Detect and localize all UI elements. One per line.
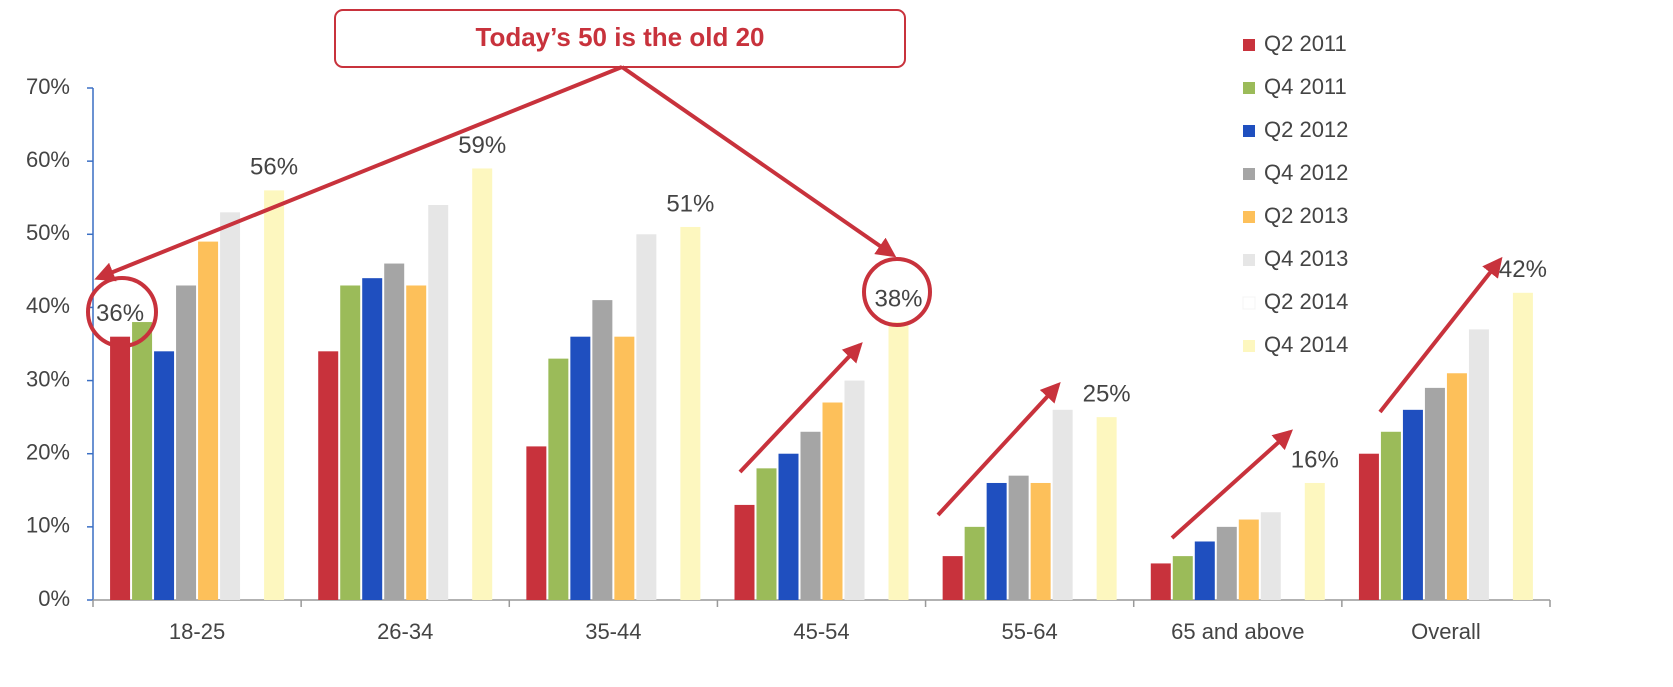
bar: [1468, 329, 1489, 600]
annotation: Today’s 50 is the old 20: [476, 22, 765, 52]
bar: [1052, 409, 1073, 600]
y-tick-label: 50%: [26, 220, 70, 245]
bar: [526, 446, 547, 600]
bar: [548, 358, 569, 600]
bar: [570, 336, 591, 600]
y-tick-label: 60%: [26, 147, 70, 172]
bar: [1446, 373, 1467, 600]
bar: [1260, 512, 1281, 600]
x-tick-label: 55-64: [1002, 619, 1058, 644]
x-tick-label: 35-44: [585, 619, 641, 644]
x-tick-label: 65 and above: [1171, 619, 1304, 644]
bar: [1008, 475, 1029, 600]
value-label: 25%: [1083, 380, 1131, 407]
bar: [942, 556, 963, 600]
bar: [1172, 556, 1193, 600]
bar: [220, 212, 241, 601]
bar: [1150, 563, 1171, 600]
y-tick-label: 40%: [26, 293, 70, 318]
bar: [1512, 292, 1533, 600]
legend-label: Q2 2014: [1264, 289, 1348, 314]
bar: [1402, 409, 1423, 600]
bar: [1194, 541, 1215, 600]
bar: [340, 285, 361, 600]
bar: [800, 431, 821, 600]
value-label: 42%: [1499, 256, 1547, 283]
bar: [198, 241, 219, 600]
legend-label: Q2 2013: [1264, 203, 1348, 228]
legend-label: Q4 2013: [1264, 246, 1348, 271]
bar: [318, 351, 339, 600]
bar: [1216, 526, 1237, 600]
value-label: 56%: [250, 154, 298, 181]
bar: [986, 482, 1007, 600]
bar: [1358, 453, 1379, 600]
legend-label: Q4 2012: [1264, 160, 1348, 185]
value-label: 51%: [666, 190, 714, 217]
legend-swatch: [1243, 125, 1255, 137]
legend-swatch: [1243, 168, 1255, 180]
bar: [176, 285, 197, 600]
bar: [472, 168, 493, 600]
x-tick-label: 26-34: [377, 619, 433, 644]
bar: [756, 468, 777, 600]
bar: [110, 336, 131, 600]
bar: [154, 351, 175, 600]
arrows: [86, 65, 1503, 540]
bar: [636, 234, 657, 601]
y-tick-label: 20%: [26, 440, 70, 465]
value-label: 38%: [874, 285, 922, 312]
bar: [264, 190, 285, 600]
bar: [362, 278, 383, 600]
bar: [1238, 519, 1259, 600]
bar: [778, 453, 799, 600]
x-tick-label: 18-25: [169, 619, 225, 644]
bar: [1424, 387, 1445, 600]
y-tick-label: 30%: [26, 366, 70, 391]
bar: [384, 263, 405, 600]
bar: [822, 402, 843, 600]
legend-label: Q4 2014: [1264, 332, 1348, 357]
legend-label: Q2 2011: [1264, 31, 1347, 56]
y-tick-label: 70%: [26, 74, 70, 99]
bar: [964, 526, 985, 600]
value-label: 16%: [1291, 446, 1339, 473]
value-label: 59%: [458, 132, 506, 159]
y-tick-label: 10%: [26, 513, 70, 538]
bar: [1096, 417, 1117, 600]
legend-swatch: [1243, 254, 1255, 266]
x-tick-label: 45-54: [793, 619, 849, 644]
bar: [1304, 482, 1325, 600]
legend-swatch: [1242, 296, 1256, 310]
legend-swatch: [1243, 340, 1255, 352]
legend-label: Q2 2012: [1264, 117, 1348, 142]
legend-swatch: [1243, 39, 1255, 51]
bar: [734, 504, 755, 600]
bar: [1030, 482, 1051, 600]
value-label: 36%: [96, 300, 144, 327]
y-tick-label: 0%: [38, 586, 70, 611]
bar: [428, 205, 449, 600]
bar: [844, 380, 865, 600]
bar: [1380, 431, 1401, 600]
bar: [132, 322, 153, 600]
legend-label: Q4 2011: [1264, 74, 1347, 99]
bar: [592, 300, 613, 600]
legend-swatch: [1243, 211, 1255, 223]
bar: [406, 285, 427, 600]
plot: 0% 10% 20% 30% 40% 50% 60% 70% 18-25 26-34 35-44 45…: [26, 31, 1551, 644]
bar: [680, 226, 701, 600]
legend-swatch: [1243, 82, 1255, 94]
x-tick-label: Overall: [1411, 619, 1481, 644]
bar: [614, 336, 635, 600]
bar: [888, 322, 909, 600]
